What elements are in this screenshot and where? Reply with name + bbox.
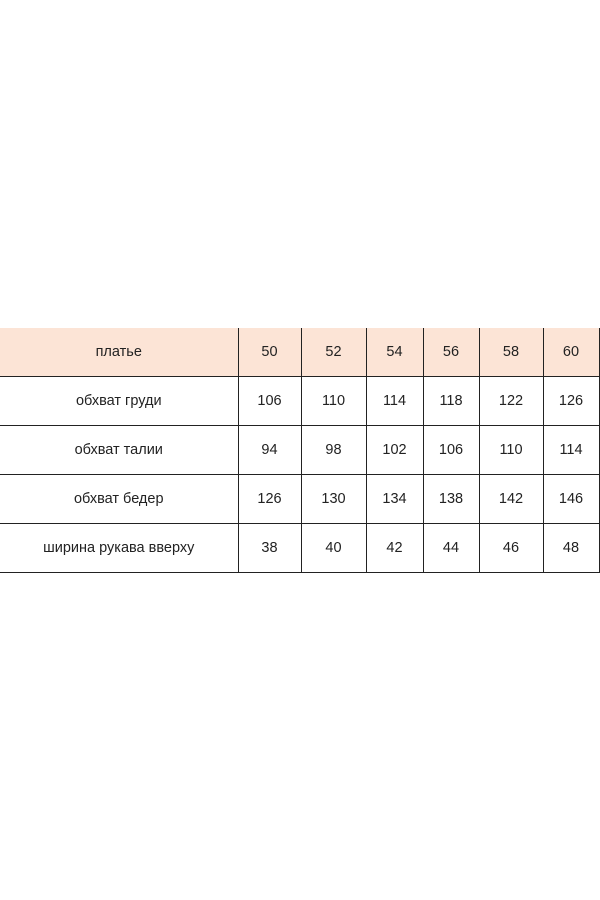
header-cell: 54: [365, 328, 424, 377]
cell: 106: [422, 424, 480, 475]
table-row: обхват груди 106 110 114 118 122 126: [0, 375, 600, 426]
cell: 106: [237, 375, 302, 426]
header-cell: 50: [237, 328, 302, 377]
table-row: обхват талии 94 98 102 106 110 114: [0, 424, 600, 475]
header-cell: 52: [300, 328, 367, 377]
cell: 146: [542, 473, 600, 524]
table-row: ширина рукава вверху 38 40 42 44 46 48: [0, 522, 600, 573]
cell: 114: [542, 424, 600, 475]
row-label: обхват груди: [0, 375, 239, 426]
cell: 110: [478, 424, 544, 475]
header-cell: платье: [0, 328, 239, 377]
header-cell: 56: [422, 328, 480, 377]
cell: 138: [422, 473, 480, 524]
cell: 118: [422, 375, 480, 426]
cell: 110: [300, 375, 367, 426]
header-row: платье 50 52 54 56 58 60: [0, 328, 600, 377]
size-chart-table: платье 50 52 54 56 58 60 обхват груди 10…: [0, 328, 600, 573]
row-label: ширина рукава вверху: [0, 522, 239, 573]
row-label: обхват бедер: [0, 473, 239, 524]
cell: 98: [300, 424, 367, 475]
table-row: обхват бедер 126 130 134 138 142 146: [0, 473, 600, 524]
cell: 122: [478, 375, 544, 426]
cell: 114: [365, 375, 424, 426]
cell: 46: [478, 522, 544, 573]
cell: 130: [300, 473, 367, 524]
cell: 42: [365, 522, 424, 573]
cell: 48: [542, 522, 600, 573]
header-cell: 58: [478, 328, 544, 377]
cell: 102: [365, 424, 424, 475]
cell: 126: [542, 375, 600, 426]
cell: 38: [237, 522, 302, 573]
header-cell: 60: [542, 328, 600, 377]
cell: 134: [365, 473, 424, 524]
cell: 44: [422, 522, 480, 573]
cell: 94: [237, 424, 302, 475]
cell: 142: [478, 473, 544, 524]
cell: 126: [237, 473, 302, 524]
row-label: обхват талии: [0, 424, 239, 475]
cell: 40: [300, 522, 367, 573]
